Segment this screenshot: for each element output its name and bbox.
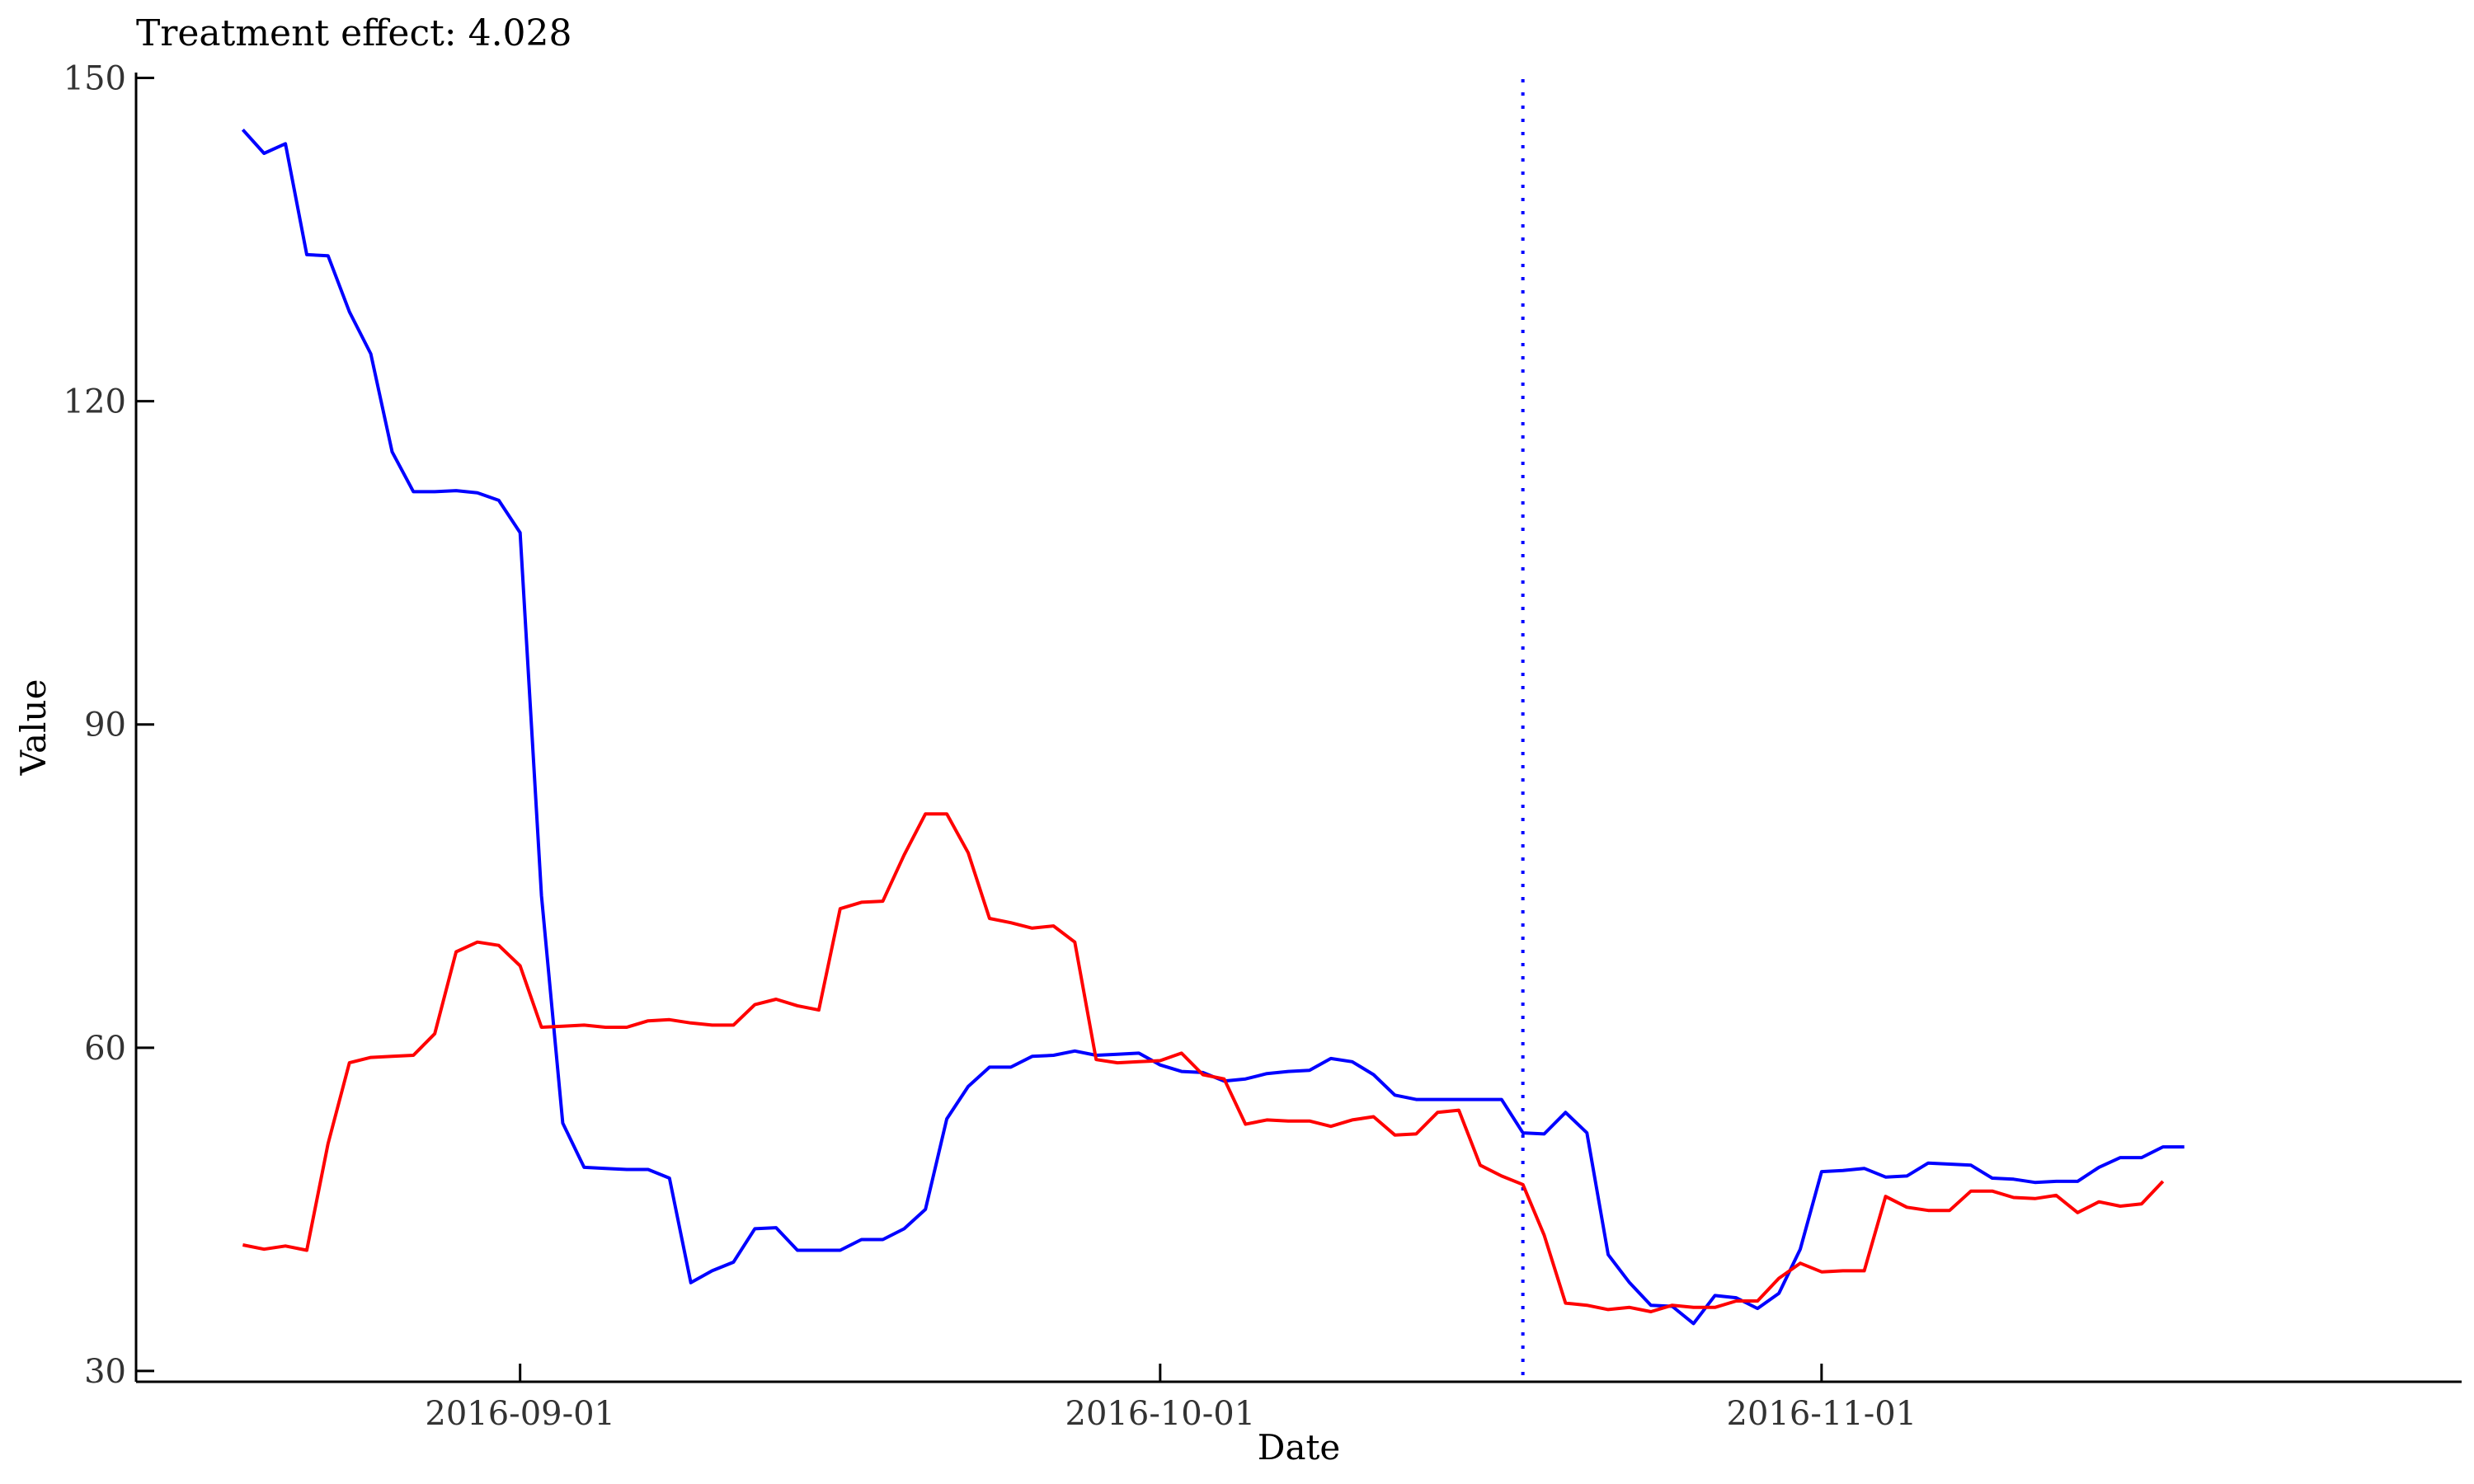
y-tick-label-90: 90 xyxy=(84,707,126,744)
y-tick-label-30: 30 xyxy=(84,1353,126,1391)
y-tick-label-150: 150 xyxy=(63,60,126,98)
series-line-1 xyxy=(241,128,2185,1326)
y-tick-label-60: 60 xyxy=(84,1030,126,1068)
axes xyxy=(134,73,2462,1383)
x-tick-label-2016-10-01: 2016-10-01 xyxy=(1065,1395,1256,1433)
y-axis-title: Value xyxy=(13,679,54,777)
series-line-2 xyxy=(242,812,2165,1313)
y-tick-label-120: 120 xyxy=(63,383,126,421)
x-axis-title: Date xyxy=(1258,1427,1340,1468)
x-tick-label-2016-11-01: 2016-11-01 xyxy=(1727,1395,1917,1433)
labels: 30 60 90 120 150 2016-09-01 2016-10-01 2016-11-… xyxy=(13,12,1917,1468)
plot-area xyxy=(241,79,2185,1382)
chart-title: Treatment effect: 4.028 xyxy=(136,12,572,54)
x-tick-label-2016-09-01: 2016-09-01 xyxy=(425,1395,615,1433)
